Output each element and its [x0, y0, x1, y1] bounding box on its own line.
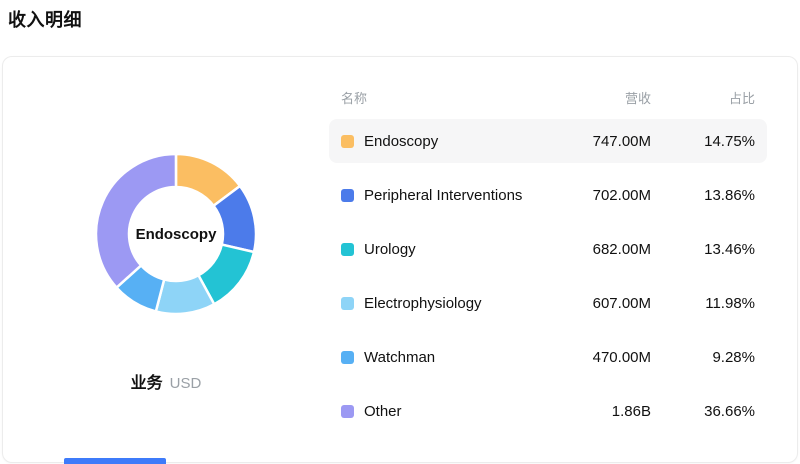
page-title: 收入明细: [8, 10, 82, 30]
series-name: Electrophysiology: [364, 294, 482, 312]
series-name: Endoscopy: [364, 132, 439, 150]
series-share: 11.98%: [705, 294, 755, 312]
table-row[interactable]: Peripheral Interventions 702.00M 13.86%: [329, 173, 767, 217]
clipped-blue-bar: [64, 458, 166, 464]
donut-svg: [94, 152, 258, 316]
series-revenue: 470.00M: [592, 348, 651, 366]
series-revenue: 682.00M: [592, 240, 651, 258]
legend-swatch: [341, 296, 354, 310]
table-row[interactable]: Electrophysiology 607.00M 11.98%: [329, 281, 767, 325]
series-revenue: 747.00M: [592, 132, 651, 150]
currency-label: USD: [169, 375, 202, 392]
series-share: 36.66%: [704, 402, 755, 420]
series-share: 14.75%: [704, 132, 755, 150]
series-share: 9.28%: [712, 348, 755, 366]
series-revenue: 1.86B: [611, 402, 651, 420]
table-row[interactable]: Watchman 470.00M 9.28%: [329, 335, 767, 379]
series-name: Urology: [364, 240, 416, 258]
series-revenue: 702.00M: [592, 186, 651, 204]
col-header-name: 名称: [341, 90, 368, 106]
series-revenue: 607.00M: [592, 294, 651, 312]
breakdown-table: 名称 营收 占比 Endoscopy 747.00M 14.75% Periphera…: [329, 57, 797, 462]
table-row[interactable]: Urology 682.00M 13.46%: [329, 227, 767, 271]
revenue-breakdown-card: Endoscopy 业务 USD 名称 营收 占比 Endoscopy 747.00…: [2, 56, 798, 463]
table-row[interactable]: Endoscopy 747.00M 14.75%: [329, 119, 767, 163]
table-row[interactable]: Other 1.86B 36.66%: [329, 389, 767, 433]
series-share: 13.46%: [704, 240, 755, 258]
col-header-revenue: 营收: [624, 90, 651, 106]
donut-footer: 业务 USD: [3, 369, 329, 393]
table-header-row: 名称 营收 占比: [329, 87, 767, 107]
series-share: 13.86%: [704, 186, 755, 204]
series-name: Watchman: [364, 348, 436, 366]
table-body: Endoscopy 747.00M 14.75% Peripheral Interve…: [329, 119, 767, 433]
series-name: Other: [364, 402, 402, 420]
legend-swatch: [341, 242, 354, 256]
donut-section: Endoscopy 业务 USD: [3, 57, 329, 462]
donut-chart[interactable]: Endoscopy: [76, 134, 276, 334]
col-header-share: 占比: [728, 90, 755, 106]
dimension-label: 业务: [130, 375, 163, 392]
legend-swatch: [341, 350, 354, 364]
donut-segment[interactable]: [94, 152, 178, 289]
legend-swatch: [341, 134, 354, 148]
legend-swatch: [341, 404, 354, 418]
legend-swatch: [341, 188, 354, 202]
series-name: Peripheral Interventions: [364, 186, 523, 204]
